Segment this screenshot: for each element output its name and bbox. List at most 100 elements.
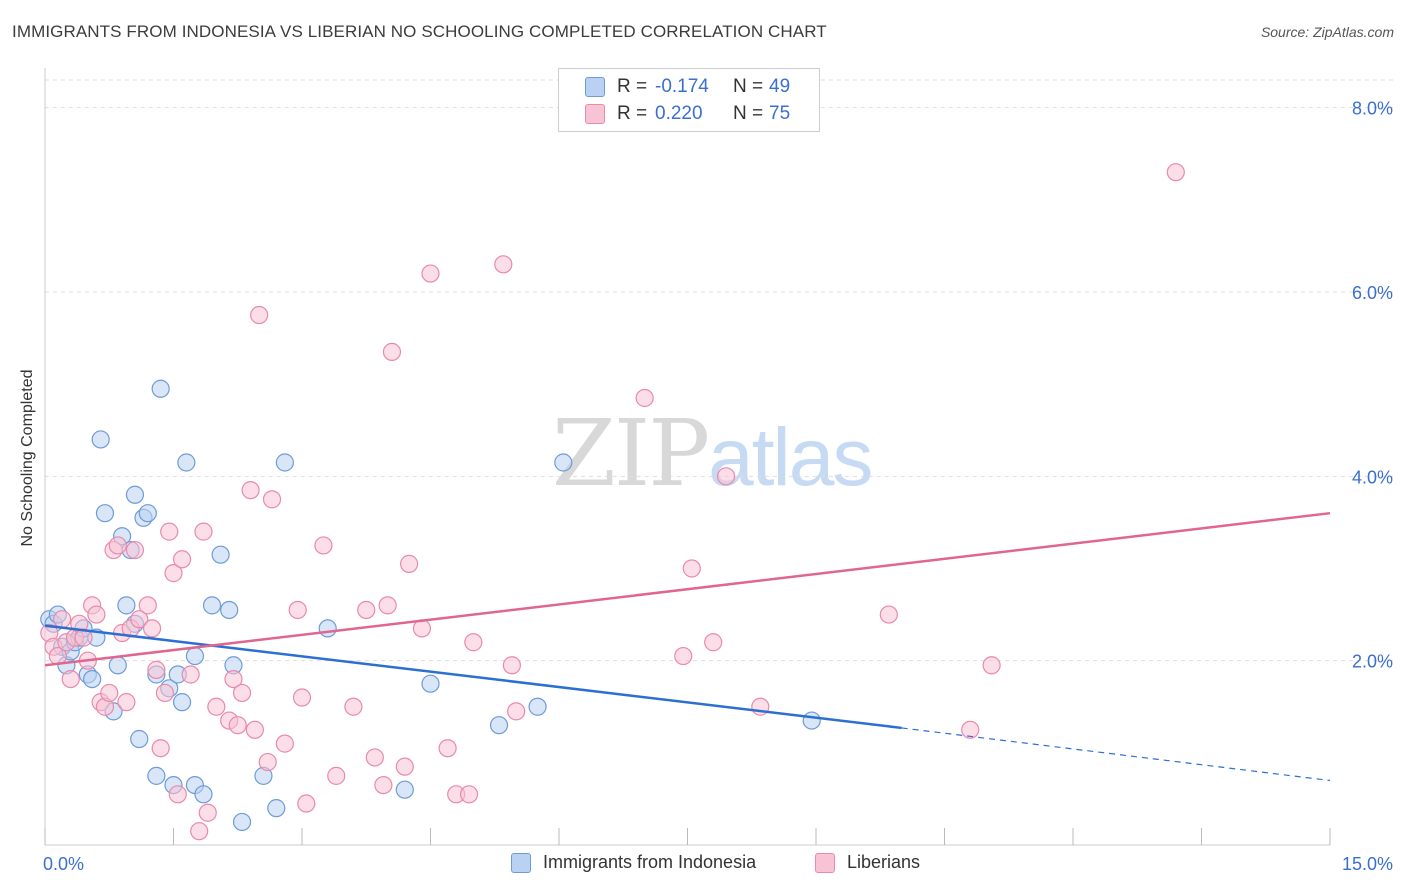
legend-swatch-blue bbox=[585, 77, 605, 97]
blue-data-point bbox=[528, 697, 547, 716]
pink-data-point bbox=[258, 752, 277, 772]
blue-trend-line-extension bbox=[901, 727, 1331, 782]
stats-legend-row-indonesia: R = -0.174 N = 49 bbox=[585, 75, 790, 99]
pink-data-point bbox=[314, 536, 333, 555]
blue-data-point bbox=[318, 619, 337, 638]
pink-data-point bbox=[421, 264, 440, 283]
pink-data-point bbox=[879, 605, 898, 624]
blue-data-point bbox=[83, 669, 102, 689]
pink-data-point bbox=[181, 665, 200, 684]
legend-label: Liberians bbox=[847, 852, 921, 872]
pink-data-point bbox=[716, 467, 736, 486]
pink-data-point bbox=[438, 739, 457, 758]
pink-data-point bbox=[147, 660, 166, 679]
pink-data-point bbox=[674, 646, 693, 666]
pink-data-point bbox=[682, 559, 701, 578]
blue-data-point bbox=[125, 485, 145, 504]
chart-title: IMMIGRANTS FROM INDONESIA VS LIBERIAN NO… bbox=[12, 22, 827, 41]
pink-data-point bbox=[250, 305, 269, 325]
legend-item-liberians[interactable]: Liberians bbox=[815, 852, 920, 873]
series-legend: Immigrants from Indonesia Liberians bbox=[0, 852, 1406, 878]
pink-data-point bbox=[464, 633, 483, 652]
blue-trend-line bbox=[44, 624, 902, 730]
r-value: -0.174 bbox=[655, 76, 709, 97]
pink-data-point bbox=[344, 697, 363, 716]
n-value: 75 bbox=[769, 103, 791, 124]
pink-data-point bbox=[502, 656, 521, 675]
pink-data-point bbox=[160, 522, 179, 541]
pink-data-point bbox=[194, 522, 213, 541]
pink-data-point bbox=[635, 388, 654, 408]
pink-data-point bbox=[292, 688, 312, 707]
pink-data-point bbox=[190, 822, 209, 841]
watermark-zip: ZIP bbox=[552, 400, 710, 507]
blue-data-point bbox=[421, 674, 440, 693]
blue-data-point bbox=[95, 504, 115, 523]
pink-data-point bbox=[365, 748, 384, 767]
pink-data-point bbox=[378, 596, 397, 615]
pink-data-point bbox=[382, 342, 402, 361]
blue-data-point bbox=[130, 729, 149, 749]
blue-data-point bbox=[202, 596, 222, 615]
pink-data-point bbox=[494, 255, 513, 274]
stats-legend: R = -0.174 N = 49 R = 0.220 N = 75 bbox=[558, 68, 820, 132]
pink-data-point bbox=[207, 697, 226, 716]
pink-data-point bbox=[245, 720, 264, 739]
blue-data-point bbox=[554, 453, 573, 472]
blue-data-point bbox=[138, 504, 157, 523]
watermark: ZIPatlas bbox=[552, 400, 873, 507]
legend-item-indonesia[interactable]: Immigrants from Indonesia bbox=[511, 852, 756, 873]
legend-swatch-blue bbox=[511, 852, 531, 873]
pink-data-point bbox=[172, 550, 192, 569]
r-label: R = bbox=[617, 76, 648, 97]
blue-data-point bbox=[172, 693, 192, 712]
x-tick-label: 15.0% bbox=[1342, 854, 1393, 874]
pink-data-point bbox=[125, 540, 145, 560]
pink-data-point bbox=[228, 716, 247, 735]
pink-data-point bbox=[399, 554, 419, 573]
pink-data-point bbox=[155, 683, 175, 703]
pink-data-point bbox=[288, 600, 307, 620]
pink-data-point bbox=[327, 766, 346, 785]
blue-data-point bbox=[232, 812, 252, 832]
pink-data-point bbox=[117, 693, 136, 712]
pink-data-point bbox=[164, 564, 183, 583]
n-label: N = bbox=[733, 76, 764, 97]
legend-swatch-pink bbox=[585, 104, 605, 124]
legend-label: Immigrants from Indonesia bbox=[543, 852, 757, 872]
blue-data-point bbox=[177, 453, 196, 472]
pink-data-point bbox=[130, 610, 149, 629]
r-label: R = bbox=[617, 103, 648, 124]
pink-data-point bbox=[241, 481, 260, 500]
pink-data-point bbox=[61, 669, 80, 689]
pink-data-point bbox=[357, 600, 376, 620]
y-tick-label: 8.0% bbox=[1352, 99, 1393, 119]
blue-data-point bbox=[91, 430, 110, 449]
pink-data-point bbox=[100, 683, 119, 703]
pink-data-point bbox=[374, 775, 393, 795]
pink-data-point bbox=[1166, 163, 1185, 182]
n-value: 49 bbox=[769, 76, 791, 97]
pink-data-point bbox=[232, 683, 252, 703]
blue-data-point bbox=[220, 600, 239, 620]
pink-data-point bbox=[507, 702, 526, 721]
r-value: 0.220 bbox=[655, 103, 703, 124]
blue-data-point bbox=[108, 656, 127, 675]
blue-data-point bbox=[395, 780, 414, 799]
pink-data-point bbox=[297, 794, 316, 813]
pink-data-point bbox=[395, 757, 414, 776]
stats-legend-row-liberians: R = 0.220 N = 75 bbox=[585, 102, 790, 126]
blue-data-point bbox=[185, 646, 205, 666]
pink-data-point bbox=[198, 803, 217, 822]
legend-swatch-pink bbox=[815, 852, 835, 873]
blue-data-point bbox=[802, 711, 821, 730]
blue-data-point bbox=[147, 766, 166, 785]
pink-data-point bbox=[961, 720, 980, 739]
blue-data-point bbox=[151, 379, 170, 398]
pink-trend-line bbox=[44, 511, 1331, 667]
watermark-atlas: atlas bbox=[708, 412, 873, 503]
blue-data-point bbox=[267, 799, 286, 818]
pink-data-point bbox=[138, 596, 157, 615]
source-credit: Source: ZipAtlas.com bbox=[1260, 24, 1394, 40]
